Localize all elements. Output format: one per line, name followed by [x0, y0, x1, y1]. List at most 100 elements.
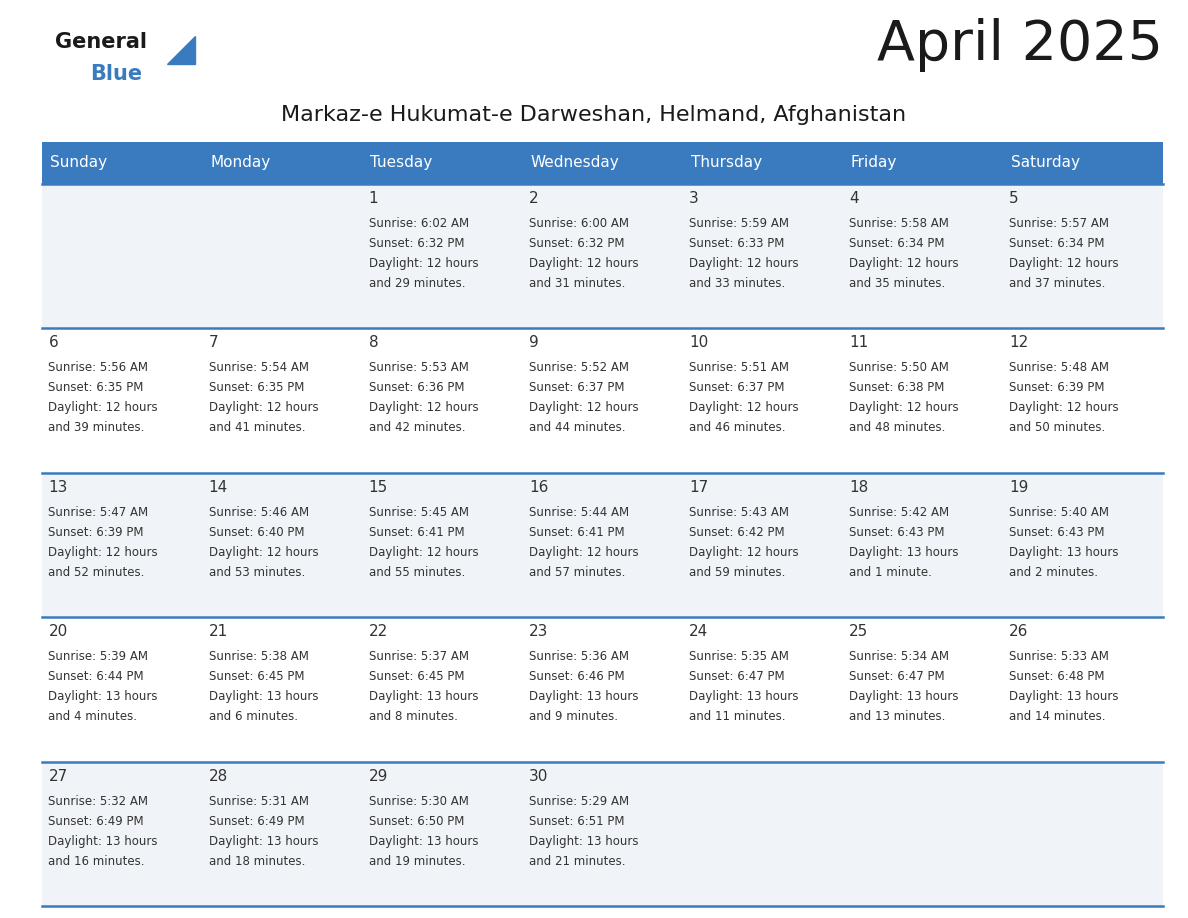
Text: 20: 20	[49, 624, 68, 639]
Text: 2: 2	[529, 191, 538, 206]
Text: Sunrise: 5:32 AM: Sunrise: 5:32 AM	[49, 795, 148, 808]
Text: Daylight: 13 hours: Daylight: 13 hours	[209, 834, 318, 847]
Text: Sunrise: 5:46 AM: Sunrise: 5:46 AM	[209, 506, 309, 519]
Text: Sunset: 6:39 PM: Sunset: 6:39 PM	[1010, 381, 1105, 395]
Text: Sunrise: 5:53 AM: Sunrise: 5:53 AM	[368, 362, 468, 375]
Text: Sunset: 6:48 PM: Sunset: 6:48 PM	[1010, 670, 1105, 683]
Text: Markaz-e Hukumat-e Darweshan, Helmand, Afghanistan: Markaz-e Hukumat-e Darweshan, Helmand, A…	[282, 105, 906, 125]
Text: 15: 15	[368, 480, 388, 495]
Text: Daylight: 12 hours: Daylight: 12 hours	[1010, 401, 1119, 414]
Text: and 35 minutes.: and 35 minutes.	[849, 277, 946, 290]
Text: Sunset: 6:42 PM: Sunset: 6:42 PM	[689, 526, 784, 539]
Text: Sunrise: 5:34 AM: Sunrise: 5:34 AM	[849, 650, 949, 663]
Text: 28: 28	[209, 768, 228, 784]
Text: and 55 minutes.: and 55 minutes.	[368, 565, 465, 579]
Text: Sunset: 6:40 PM: Sunset: 6:40 PM	[209, 526, 304, 539]
Text: and 19 minutes.: and 19 minutes.	[368, 855, 466, 868]
Text: Daylight: 12 hours: Daylight: 12 hours	[689, 546, 798, 559]
Text: and 21 minutes.: and 21 minutes.	[529, 855, 625, 868]
Text: 17: 17	[689, 480, 708, 495]
Text: Sunrise: 5:57 AM: Sunrise: 5:57 AM	[1010, 217, 1110, 230]
Text: Sunset: 6:49 PM: Sunset: 6:49 PM	[209, 814, 304, 828]
Text: Sunset: 6:50 PM: Sunset: 6:50 PM	[368, 814, 465, 828]
Text: Sunrise: 5:45 AM: Sunrise: 5:45 AM	[368, 506, 469, 519]
Text: and 33 minutes.: and 33 minutes.	[689, 277, 785, 290]
Text: and 14 minutes.: and 14 minutes.	[1010, 711, 1106, 723]
Text: Sunset: 6:49 PM: Sunset: 6:49 PM	[49, 814, 144, 828]
Text: Sunset: 6:33 PM: Sunset: 6:33 PM	[689, 237, 784, 250]
Text: 16: 16	[529, 480, 548, 495]
FancyBboxPatch shape	[42, 142, 202, 184]
Text: 21: 21	[209, 624, 228, 639]
Text: Daylight: 12 hours: Daylight: 12 hours	[1010, 257, 1119, 270]
Text: 14: 14	[209, 480, 228, 495]
Text: Sunset: 6:39 PM: Sunset: 6:39 PM	[49, 526, 144, 539]
Text: Sunset: 6:43 PM: Sunset: 6:43 PM	[849, 526, 944, 539]
Text: Sunrise: 5:47 AM: Sunrise: 5:47 AM	[49, 506, 148, 519]
Text: Sunset: 6:44 PM: Sunset: 6:44 PM	[49, 670, 144, 683]
Text: Daylight: 12 hours: Daylight: 12 hours	[368, 401, 479, 414]
Text: Sunset: 6:46 PM: Sunset: 6:46 PM	[529, 670, 625, 683]
Text: Sunrise: 5:58 AM: Sunrise: 5:58 AM	[849, 217, 949, 230]
Text: and 8 minutes.: and 8 minutes.	[368, 711, 457, 723]
Text: Sunset: 6:37 PM: Sunset: 6:37 PM	[689, 381, 784, 395]
Text: Sunset: 6:37 PM: Sunset: 6:37 PM	[529, 381, 625, 395]
Text: 11: 11	[849, 335, 868, 351]
Text: Sunset: 6:38 PM: Sunset: 6:38 PM	[849, 381, 944, 395]
Text: Sunrise: 6:02 AM: Sunrise: 6:02 AM	[368, 217, 469, 230]
Text: Sunset: 6:32 PM: Sunset: 6:32 PM	[529, 237, 625, 250]
Text: Daylight: 13 hours: Daylight: 13 hours	[849, 546, 959, 559]
FancyBboxPatch shape	[42, 329, 1163, 473]
Text: 22: 22	[368, 624, 388, 639]
Text: Daylight: 12 hours: Daylight: 12 hours	[209, 546, 318, 559]
Text: and 50 minutes.: and 50 minutes.	[1010, 421, 1106, 434]
FancyBboxPatch shape	[842, 142, 1003, 184]
Text: Daylight: 13 hours: Daylight: 13 hours	[209, 690, 318, 703]
Text: Sunrise: 5:31 AM: Sunrise: 5:31 AM	[209, 795, 309, 808]
FancyBboxPatch shape	[42, 473, 1163, 617]
Text: Sunset: 6:32 PM: Sunset: 6:32 PM	[368, 237, 465, 250]
Text: and 4 minutes.: and 4 minutes.	[49, 711, 138, 723]
Text: 24: 24	[689, 624, 708, 639]
Text: Thursday: Thursday	[690, 155, 762, 171]
Text: Daylight: 13 hours: Daylight: 13 hours	[1010, 690, 1119, 703]
Text: Sunrise: 5:37 AM: Sunrise: 5:37 AM	[368, 650, 469, 663]
Text: Sunset: 6:41 PM: Sunset: 6:41 PM	[529, 526, 625, 539]
Text: Daylight: 12 hours: Daylight: 12 hours	[49, 546, 158, 559]
Text: Daylight: 13 hours: Daylight: 13 hours	[1010, 546, 1119, 559]
Text: Sunrise: 5:36 AM: Sunrise: 5:36 AM	[529, 650, 628, 663]
FancyBboxPatch shape	[683, 142, 842, 184]
Text: and 9 minutes.: and 9 minutes.	[529, 711, 618, 723]
Text: Daylight: 12 hours: Daylight: 12 hours	[849, 401, 959, 414]
Text: Daylight: 13 hours: Daylight: 13 hours	[689, 690, 798, 703]
FancyBboxPatch shape	[202, 142, 362, 184]
Text: Daylight: 13 hours: Daylight: 13 hours	[368, 834, 479, 847]
Text: General: General	[55, 32, 147, 52]
Text: and 46 minutes.: and 46 minutes.	[689, 421, 785, 434]
Text: 23: 23	[529, 624, 548, 639]
Text: Sunrise: 6:00 AM: Sunrise: 6:00 AM	[529, 217, 628, 230]
Text: Sunrise: 5:52 AM: Sunrise: 5:52 AM	[529, 362, 628, 375]
Text: 3: 3	[689, 191, 699, 206]
Text: Sunset: 6:45 PM: Sunset: 6:45 PM	[368, 670, 465, 683]
Text: Sunset: 6:34 PM: Sunset: 6:34 PM	[849, 237, 944, 250]
Text: and 29 minutes.: and 29 minutes.	[368, 277, 466, 290]
Polygon shape	[168, 36, 195, 64]
Text: and 16 minutes.: and 16 minutes.	[49, 855, 145, 868]
Text: Sunset: 6:45 PM: Sunset: 6:45 PM	[209, 670, 304, 683]
Text: and 13 minutes.: and 13 minutes.	[849, 711, 946, 723]
Text: Sunset: 6:47 PM: Sunset: 6:47 PM	[689, 670, 784, 683]
FancyBboxPatch shape	[523, 142, 683, 184]
Text: Daylight: 12 hours: Daylight: 12 hours	[368, 257, 479, 270]
Text: and 57 minutes.: and 57 minutes.	[529, 565, 625, 579]
Text: Sunrise: 5:38 AM: Sunrise: 5:38 AM	[209, 650, 309, 663]
Text: Sunrise: 5:40 AM: Sunrise: 5:40 AM	[1010, 506, 1110, 519]
Text: Tuesday: Tuesday	[371, 155, 432, 171]
Text: Daylight: 12 hours: Daylight: 12 hours	[849, 257, 959, 270]
Text: 13: 13	[49, 480, 68, 495]
Text: Sunrise: 5:54 AM: Sunrise: 5:54 AM	[209, 362, 309, 375]
Text: Daylight: 12 hours: Daylight: 12 hours	[529, 257, 638, 270]
Text: and 2 minutes.: and 2 minutes.	[1010, 565, 1098, 579]
Text: and 41 minutes.: and 41 minutes.	[209, 421, 305, 434]
Text: Blue: Blue	[90, 64, 143, 84]
